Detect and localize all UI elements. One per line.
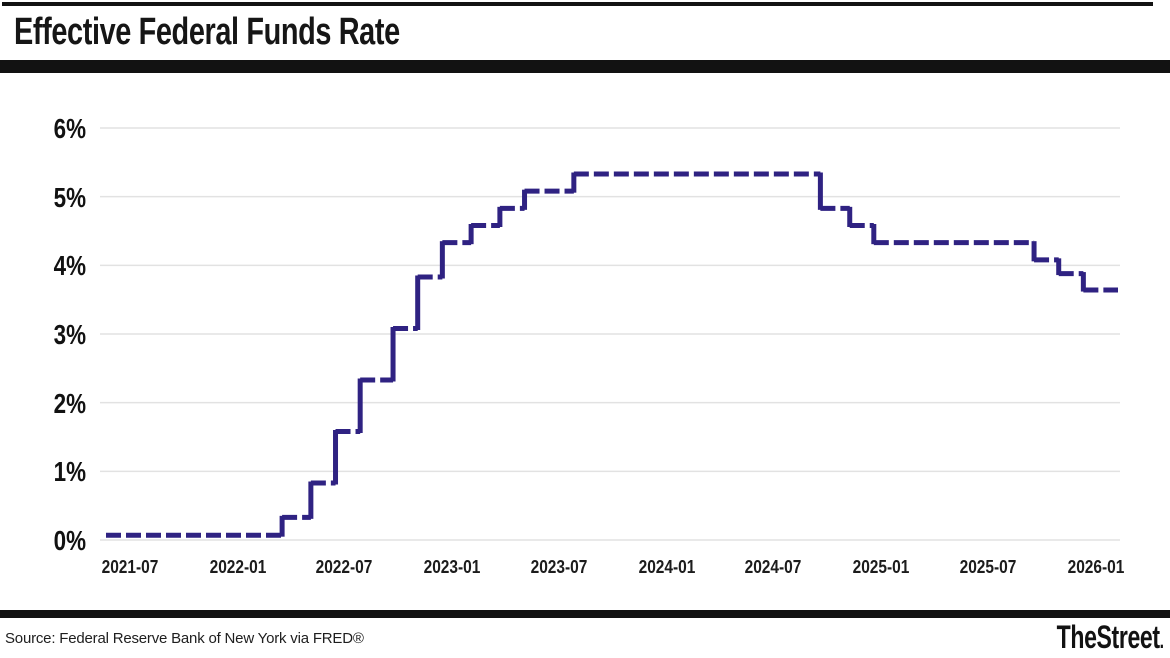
- page-title: Effective Federal Funds Rate: [14, 11, 400, 53]
- x-tick-label: 2022-01: [209, 557, 267, 577]
- brand-text: TheStreet: [1056, 619, 1160, 655]
- y-tick-label: 2%: [53, 387, 86, 419]
- x-tick-label: 2023-01: [423, 557, 481, 577]
- x-tick-label: 2021-07: [101, 557, 159, 577]
- x-tick-label: 2025-07: [959, 557, 1017, 577]
- x-tick-label: 2026-01: [1067, 557, 1125, 577]
- x-tick-label: 2025-01: [853, 557, 910, 577]
- y-tick-label: 3%: [53, 319, 86, 350]
- y-tick-label: 4%: [53, 250, 86, 282]
- x-tick-label: 2022-07: [315, 557, 373, 577]
- brand-period: .: [1159, 628, 1164, 653]
- x-tick-label: 2024-01: [638, 557, 695, 577]
- y-tick-label: 5%: [53, 181, 86, 213]
- y-tick-label: 1%: [53, 456, 86, 488]
- top-accent-bar: [2, 2, 1153, 6]
- x-tick-label: 2024-07: [745, 557, 802, 577]
- y-tick-label: 6%: [53, 113, 86, 144]
- y-tick-label: 0%: [53, 525, 86, 556]
- x-tick-label: 2023-07: [530, 557, 587, 577]
- title-divider-bar: [0, 60, 1170, 73]
- footer-divider-bar: [0, 610, 1170, 618]
- source-note: Source: Federal Reserve Bank of New York…: [5, 630, 364, 647]
- brand-logo: TheStreet.: [1057, 621, 1164, 653]
